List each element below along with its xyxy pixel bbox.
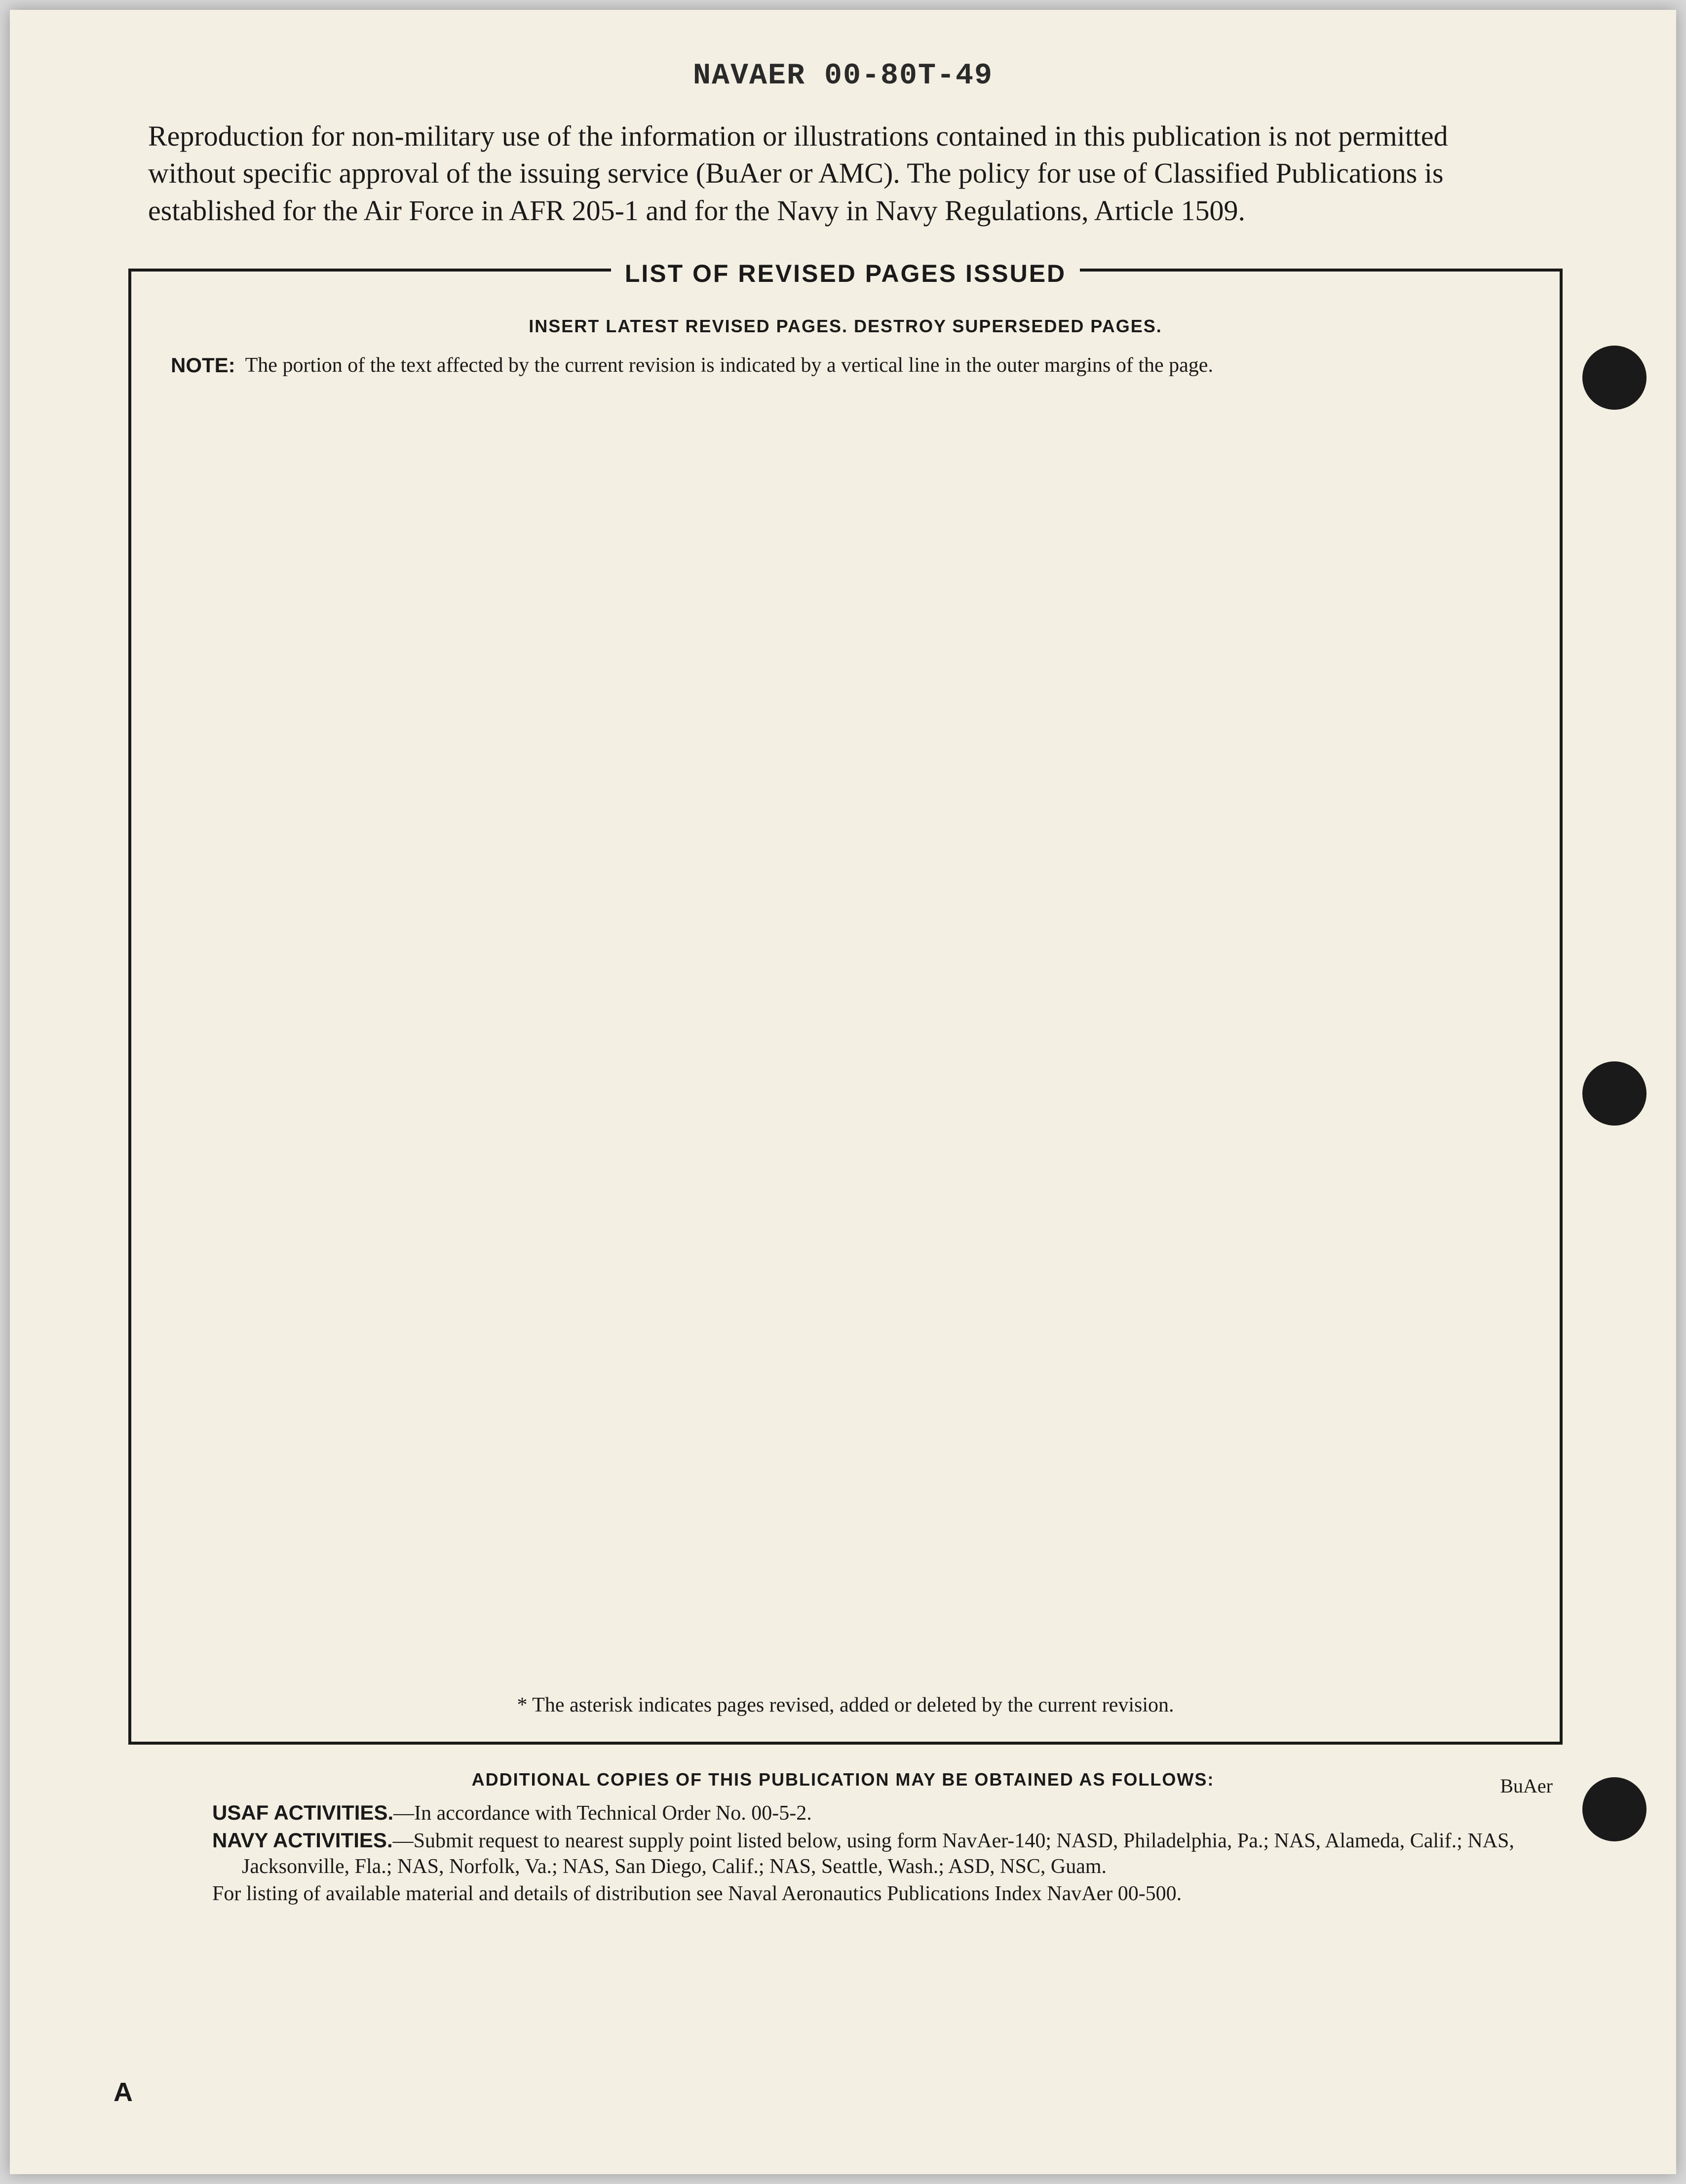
activities-section: USAF ACTIVITIES.—In accordance with Tech… <box>10 1800 1676 1907</box>
asterisk-note: * The asterisk indicates pages revised, … <box>131 1693 1560 1717</box>
note-section: NOTE: The portion of the text affected b… <box>156 351 1535 380</box>
note-label: NOTE: <box>171 351 245 380</box>
reproduction-notice: Reproduction for non-military use of the… <box>10 93 1676 259</box>
navy-label: NAVY ACTIVITIES. <box>212 1829 393 1852</box>
document-page: NAVAER 00-80T-49 Reproduction for non-mi… <box>10 10 1676 2174</box>
box-subtitle: INSERT LATEST REVISED PAGES. DESTROY SUP… <box>156 316 1535 337</box>
note-text: The portion of the text affected by the … <box>245 351 1520 380</box>
usaf-text: —In accordance with Technical Order No. … <box>393 1802 812 1825</box>
revised-pages-box: LIST OF REVISED PAGES ISSUED INSERT LATE… <box>128 269 1563 1745</box>
usaf-label: USAF ACTIVITIES. <box>212 1801 393 1824</box>
box-title-wrapper: LIST OF REVISED PAGES ISSUED <box>131 259 1560 288</box>
listing-note: For listing of available material and de… <box>173 1881 1538 1907</box>
additional-copies-heading: ADDITIONAL COPIES OF THIS PUBLICATION MA… <box>10 1769 1676 1790</box>
punch-hole <box>1582 346 1647 410</box>
document-id: NAVAER 00-80T-49 <box>10 10 1676 93</box>
navy-text: —Submit request to nearest supply point … <box>242 1830 1514 1878</box>
box-title: LIST OF REVISED PAGES ISSUED <box>611 259 1080 288</box>
usaf-activities: USAF ACTIVITIES.—In accordance with Tech… <box>173 1800 1538 1827</box>
punch-hole <box>1582 1777 1647 1841</box>
page-letter: A <box>114 2077 133 2107</box>
buaer-label: BuAer <box>1500 1774 1553 1797</box>
navy-activities: NAVY ACTIVITIES.—Submit request to neare… <box>173 1828 1538 1880</box>
punch-hole <box>1582 1061 1647 1126</box>
